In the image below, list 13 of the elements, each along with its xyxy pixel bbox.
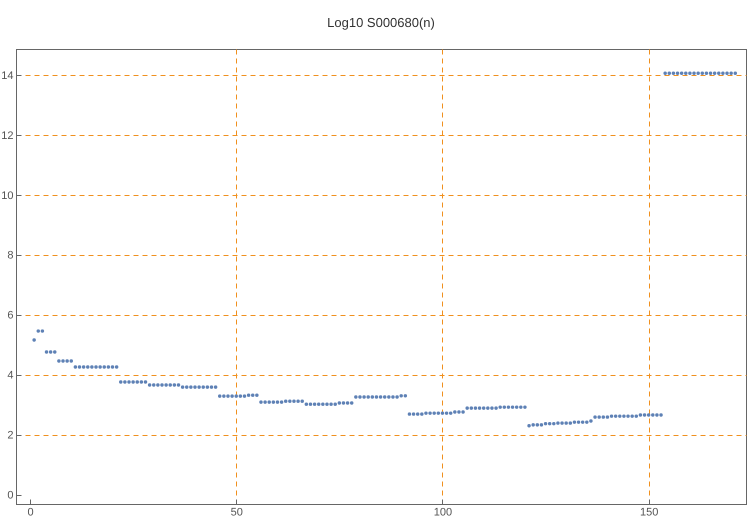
y-tick-label: 10 xyxy=(1,190,14,202)
x-tick-label: 100 xyxy=(434,506,452,518)
y-tick-label: 4 xyxy=(7,370,14,382)
y-tick-label: 0 xyxy=(7,490,14,502)
x-tick-label: 50 xyxy=(230,506,243,518)
y-tick-label: 12 xyxy=(1,130,14,142)
y-tick-label: 8 xyxy=(7,250,14,262)
y-tick-label: 2 xyxy=(7,430,14,442)
y-tick-label: 14 xyxy=(1,70,14,82)
chart-title: Log10 S000680(n) xyxy=(327,15,435,30)
x-tick-label: 150 xyxy=(640,506,658,518)
x-tick-label: 0 xyxy=(27,506,34,518)
y-tick-label: 6 xyxy=(7,310,14,322)
